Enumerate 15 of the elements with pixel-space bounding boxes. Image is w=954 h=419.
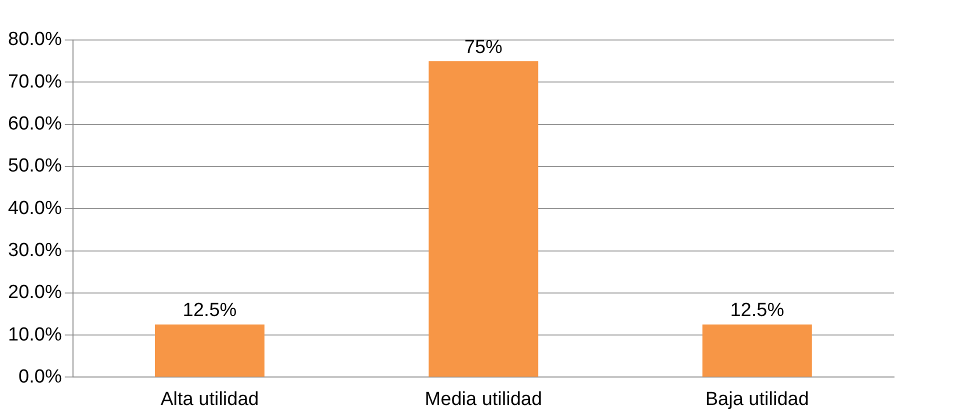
y-tick-label: 30.0%: [8, 240, 62, 261]
y-tick-label: 40.0%: [8, 198, 62, 219]
y-tick-label: 20.0%: [8, 282, 62, 304]
y-tick-label: 70.0%: [8, 71, 62, 92]
y-tick-label: 80.0%: [8, 29, 62, 50]
x-tick-label: Media utilidad: [424, 388, 542, 410]
y-tick-label: 0.0%: [18, 366, 62, 388]
y-tick-label: 50.0%: [8, 156, 62, 177]
data-label: 12.5%: [730, 300, 784, 322]
x-tick-label: Baja utilidad: [705, 388, 809, 410]
y-tick-label: 60.0%: [8, 114, 62, 135]
x-tick-label: Alta utilidad: [160, 388, 259, 410]
y-tick-label: 10.0%: [8, 324, 62, 346]
data-label: 12.5%: [182, 300, 237, 322]
data-label: 75%: [464, 36, 503, 58]
